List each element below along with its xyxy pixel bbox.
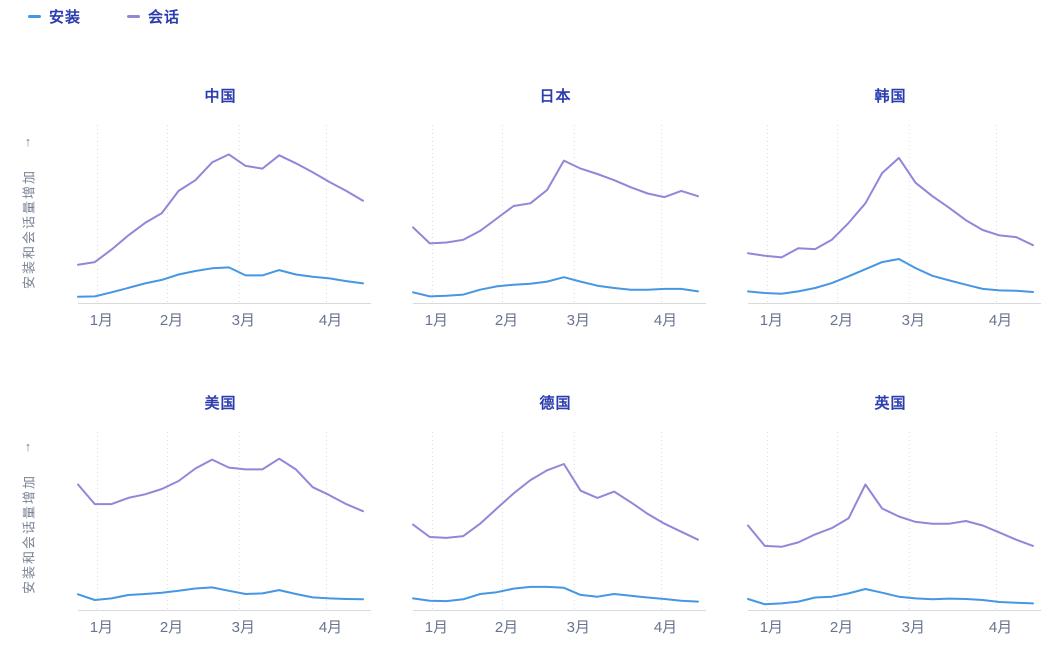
installs-line <box>77 266 364 298</box>
x-tick-label: 2月 <box>159 619 184 636</box>
x-tick-label: 1月 <box>424 619 449 636</box>
x-tick-label: 4月 <box>988 619 1013 636</box>
x-tick-label: 2月 <box>494 619 519 636</box>
x-tick-label: 2月 <box>829 312 854 329</box>
sessions-line <box>747 483 1034 548</box>
line-chart-plot-area <box>77 125 371 304</box>
x-tick-label: 3月 <box>566 619 590 636</box>
installs-line <box>77 586 364 601</box>
x-tick-label: 2月 <box>494 312 519 329</box>
x-tick-label: 1月 <box>89 312 114 329</box>
chart-title: 英国 <box>874 395 907 412</box>
y-axis-title-row-2: ↑ 安装和会话量增加 <box>8 440 48 609</box>
chart-panel-1: 中国 1月 2月 3月 4月 <box>77 85 371 331</box>
line-chart-plot-area <box>747 125 1041 304</box>
up-arrow-icon: ↑ <box>24 439 32 454</box>
chart-panel-3: 韩国 1月 2月 3月 4月 <box>747 85 1041 331</box>
x-tick-label: 4月 <box>653 312 678 329</box>
chart-legend: 安装 会话 <box>28 6 180 27</box>
x-axis-labels: 1月 2月 3月 4月 <box>78 616 363 638</box>
x-tick-label: 4月 <box>988 312 1013 329</box>
line-chart-plot-area <box>747 432 1041 611</box>
up-arrow-icon: ↑ <box>24 134 32 149</box>
installs-line <box>412 585 699 603</box>
legend-item-installs[interactable]: 安装 <box>28 6 81 27</box>
sessions-line <box>412 159 699 245</box>
x-tick-label: 4月 <box>318 312 343 329</box>
chart-title: 美国 <box>204 395 237 412</box>
x-axis-labels: 1月 2月 3月 4月 <box>413 616 698 638</box>
x-tick-label: 3月 <box>231 619 255 636</box>
x-tick-label: 1月 <box>759 619 784 636</box>
chart-panel-4: 美国 1月 2月 3月 4月 <box>77 392 371 638</box>
legend-label-sessions: 会话 <box>148 9 181 26</box>
chart-title: 韩国 <box>874 88 907 105</box>
chart-panel-6: 英国 1月 2月 3月 4月 <box>747 392 1041 638</box>
x-tick-label: 4月 <box>318 619 343 636</box>
legend-label-installs: 安装 <box>49 9 82 26</box>
sessions-line <box>77 153 364 266</box>
x-axis-labels: 1月 2月 3月 4月 <box>748 309 1033 331</box>
x-tick-label: 2月 <box>829 619 854 636</box>
x-tick-label: 3月 <box>901 619 925 636</box>
line-chart-plot-area <box>412 125 706 304</box>
x-axis-labels: 1月 2月 3月 4月 <box>78 309 363 331</box>
legend-item-sessions[interactable]: 会话 <box>127 6 180 27</box>
y-axis-title-row-1: ↑ 安装和会话量增加 <box>8 135 48 304</box>
x-tick-label: 1月 <box>759 312 784 329</box>
x-tick-label: 3月 <box>231 312 255 329</box>
x-tick-label: 1月 <box>89 619 114 636</box>
chart-panel-5: 德国 1月 2月 3月 4月 <box>412 392 706 638</box>
x-tick-label: 1月 <box>424 312 449 329</box>
sessions-line <box>747 156 1034 259</box>
line-chart-plot-area <box>412 432 706 611</box>
chart-title: 德国 <box>539 395 572 412</box>
x-tick-label: 3月 <box>566 312 590 329</box>
installs-line-marker-icon <box>28 15 41 18</box>
installs-line <box>747 258 1034 295</box>
chart-title: 日本 <box>539 88 572 105</box>
chart-title: 中国 <box>204 88 237 105</box>
sessions-line <box>412 463 699 541</box>
sessions-line-marker-icon <box>127 15 141 18</box>
x-tick-label: 4月 <box>653 619 678 636</box>
installs-line <box>747 588 1034 606</box>
x-axis-labels: 1月 2月 3月 4月 <box>748 616 1033 638</box>
line-chart-plot-area <box>77 432 371 611</box>
x-axis-labels: 1月 2月 3月 4月 <box>413 309 698 331</box>
y-axis-label: 安装和会话量增加 <box>21 473 37 595</box>
sessions-line <box>77 457 364 513</box>
x-tick-label: 3月 <box>901 312 925 329</box>
installs-line <box>412 276 699 298</box>
x-tick-label: 2月 <box>159 312 184 329</box>
chart-panel-2: 日本 1月 2月 3月 4月 <box>412 85 706 331</box>
y-axis-label: 安装和会话量增加 <box>21 168 37 290</box>
